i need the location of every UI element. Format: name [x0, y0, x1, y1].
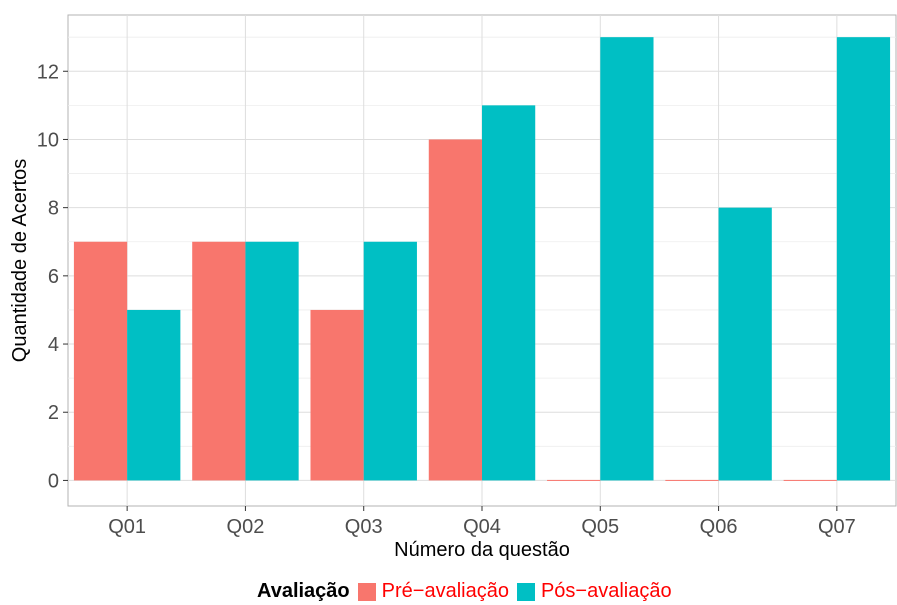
- x-tick-label-q01: Q01: [108, 516, 146, 538]
- bar-q03-series-2: [363, 241, 417, 481]
- x-tick-label-q04: Q04: [463, 516, 501, 538]
- bar-q05-series-1: [547, 479, 601, 481]
- legend-swatch-pre: [357, 582, 376, 601]
- bar-q07-series-1: [783, 479, 837, 481]
- bar-q06-series-1: [665, 479, 719, 481]
- legend: Avaliação Pré−avaliação Pós−avaliação: [0, 580, 897, 604]
- x-axis-title: Número da questão: [394, 539, 570, 561]
- axes: 0 2 4 6 8 10 12 Q01 Q02 Q03 Q04 Q05 Q06 Q07: [37, 61, 856, 538]
- y-axis-title: Quantidade de Acertos: [9, 159, 31, 362]
- legend-swatch-pos: [516, 582, 535, 601]
- bar-chart: 0 2 4 6 8 10 12 Q01 Q02 Q03 Q04 Q05 Q06 Q07 Número da…: [9, 14, 897, 561]
- x-tick-label-q03: Q03: [345, 516, 383, 538]
- legend-item-pos: Pós−avaliação: [516, 580, 672, 603]
- y-tick-label: 10: [37, 129, 59, 151]
- x-tick-label-q07: Q07: [818, 516, 856, 538]
- bar-q02-series-1: [192, 241, 246, 481]
- bar-q02-series-2: [245, 241, 299, 481]
- bar-q04-series-2: [482, 105, 536, 481]
- y-tick-label: 6: [48, 266, 59, 288]
- legend-item-pre: Pré−avaliação: [357, 580, 509, 603]
- y-tick-label: 12: [37, 61, 59, 83]
- bar-q06-series-2: [718, 207, 772, 481]
- bar-q03-series-1: [310, 309, 364, 481]
- bars: [73, 37, 891, 481]
- y-tick-label: 0: [48, 470, 59, 492]
- bar-q01-series-2: [127, 309, 181, 481]
- y-tick-label: 8: [48, 198, 59, 220]
- x-tick-label-q06: Q06: [700, 516, 738, 538]
- bar-q04-series-1: [428, 139, 482, 481]
- legend-title: Avaliação: [257, 580, 350, 602]
- bar-q01-series-1: [73, 241, 128, 481]
- x-tick-label-q05: Q05: [581, 516, 619, 538]
- y-tick-label: 2: [48, 402, 59, 424]
- bar-q07-series-2: [836, 37, 891, 481]
- legend-label-pos: Pós−avaliação: [540, 580, 672, 602]
- y-tick-label: 4: [48, 334, 59, 356]
- bar-q05-series-2: [600, 37, 654, 481]
- x-tick-label-q02: Q02: [227, 516, 265, 538]
- legend-label-pre: Pré−avaliação: [381, 580, 509, 602]
